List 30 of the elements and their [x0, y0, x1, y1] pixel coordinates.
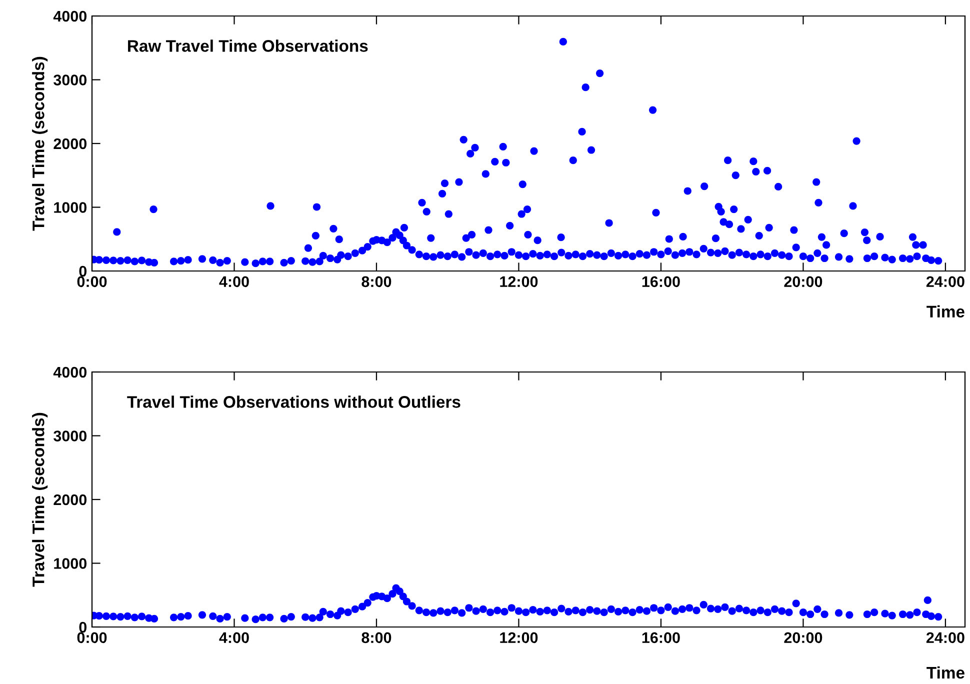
y-tick-label: 3000 — [54, 430, 87, 442]
x-tick-label: 4:00 — [219, 632, 249, 644]
x-tick-label: 20:00 — [784, 632, 822, 644]
y-tick-label: 0 — [79, 266, 87, 277]
x-axis-title: Time — [926, 666, 964, 679]
x-tick-label: 24:00 — [926, 276, 964, 288]
y-tick-label: 3000 — [54, 74, 87, 86]
x-tick-label: 12:00 — [500, 276, 538, 288]
x-tick-label: 16:00 — [642, 632, 680, 644]
y-tick-label: 1000 — [54, 202, 87, 213]
x-tick-label: 8:00 — [362, 632, 392, 644]
x-tick-label: 24:00 — [926, 632, 964, 644]
x-tick-label: 0:00 — [77, 276, 107, 288]
text: Travel Time Observations without Outliers — [127, 396, 460, 408]
x-tick-label: 4:00 — [219, 276, 249, 288]
x-tick-label: 16:00 — [642, 276, 680, 288]
y-tick-label: 4000 — [53, 366, 87, 378]
x-axis-title: Time — [926, 305, 964, 318]
x-tick-label: 8:00 — [362, 276, 392, 288]
x-tick-label: 0:00 — [77, 632, 107, 644]
x-tick-label: 20:00 — [784, 276, 822, 288]
y-tick-label: 1000 — [54, 558, 87, 569]
text: Raw Travel Time Observations — [128, 40, 368, 52]
y-axis-title: Travel Time (seconds) — [32, 412, 48, 587]
x-tick-label: 12:00 — [500, 632, 538, 644]
y-tick-label: 0 — [79, 622, 87, 633]
y-tick-label: 2000 — [54, 138, 87, 150]
y-tick-label: 4000 — [53, 10, 87, 22]
y-tick-label: 2000 — [54, 494, 87, 506]
y-axis-title: Travel Time (seconds) — [32, 56, 48, 231]
